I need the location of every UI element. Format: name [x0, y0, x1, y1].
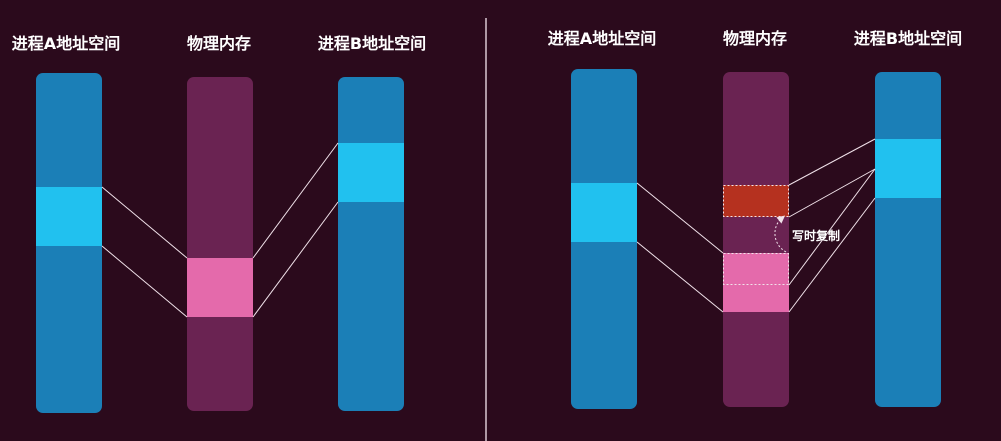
left-panel [36, 73, 404, 413]
right-mapping-line-b-copy-bottom [788, 168, 876, 218]
right-process-b-mapped-region [875, 139, 941, 198]
left-physical-memory-label: 物理内存 [186, 34, 252, 53]
left-mapping-line-a-top [101, 186, 188, 259]
right-process-b-bar [875, 72, 941, 407]
right-process-a-label: 进程A地址空间 [547, 29, 657, 48]
right-mapping-line-b-shared-top [788, 168, 876, 286]
copy-on-write-arrow [774, 215, 787, 253]
left-mapping-line-b-bottom [252, 201, 339, 318]
left-process-b-mapped-region [338, 143, 404, 202]
right-physical-memory-label: 物理内存 [722, 29, 788, 48]
left-process-b-bar [338, 77, 404, 411]
right-mapping-line-a-bottom [636, 241, 724, 313]
left-mapping-line-a-bottom [101, 245, 188, 318]
right-mapping-line-a-top [636, 182, 724, 254]
left-shared-page [187, 258, 253, 317]
right-shared-page-outline [723, 253, 789, 285]
left-process-b-label: 进程B地址空间 [317, 34, 427, 53]
left-process-a-mapped-region [36, 187, 102, 246]
right-process-a-mapped-region [571, 183, 637, 242]
right-shared-page [723, 253, 789, 312]
right-copied-page [723, 185, 789, 217]
left-physical-bar [187, 77, 253, 411]
left-mapping-line-b-top [252, 142, 339, 259]
right-mapping-line-b-copy-top [788, 138, 876, 186]
right-panel [571, 69, 941, 409]
copy-on-write-label: 写时复制 [792, 229, 841, 243]
right-physical-bar [723, 72, 789, 407]
right-copied-page-outline [723, 185, 789, 217]
left-process-a-label: 进程A地址空间 [11, 34, 121, 53]
right-mapping-line-b-shared-bottom [788, 197, 876, 313]
right-process-b-label: 进程B地址空间 [853, 29, 963, 48]
